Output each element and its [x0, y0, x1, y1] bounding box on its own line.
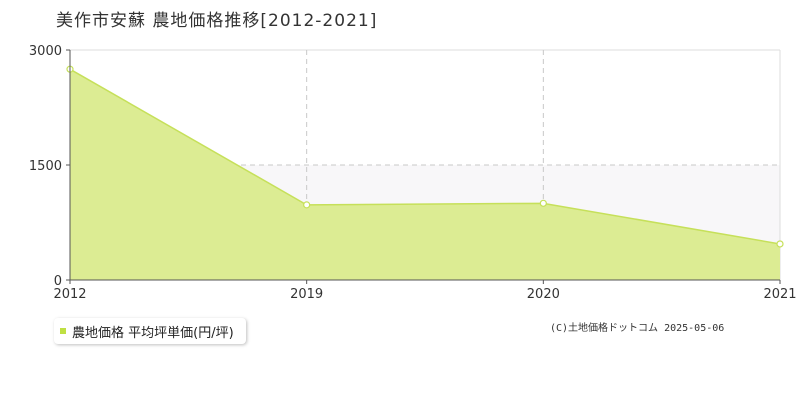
- data-point-2021: [776, 240, 784, 248]
- x-tick-label-2012: 2012: [53, 287, 86, 302]
- x-tick-label-2021: 2021: [763, 287, 796, 302]
- series-area: [70, 69, 780, 281]
- chart-title: 美作市安蘇 農地価格推移[2012-2021]: [56, 11, 378, 31]
- legend: 農地価格 平均坪単価(円/坪): [54, 318, 246, 344]
- data-point-2020: [539, 199, 547, 207]
- y-tick-label-1500: 1500: [29, 159, 62, 174]
- x-tick-label-2020: 2020: [527, 287, 560, 302]
- legend-swatch: [60, 328, 66, 334]
- y-tick-label-0: 0: [54, 274, 62, 289]
- y-tick-label-3000: 3000: [29, 44, 62, 59]
- legend-label: 農地価格 平均坪単価(円/坪): [72, 325, 234, 341]
- series-line: [69, 68, 781, 245]
- x-tick-label-2019: 2019: [290, 287, 323, 302]
- data-point-2019: [303, 201, 311, 209]
- copyright-text: (C)土地価格ドットコム 2025-05-06: [550, 323, 725, 334]
